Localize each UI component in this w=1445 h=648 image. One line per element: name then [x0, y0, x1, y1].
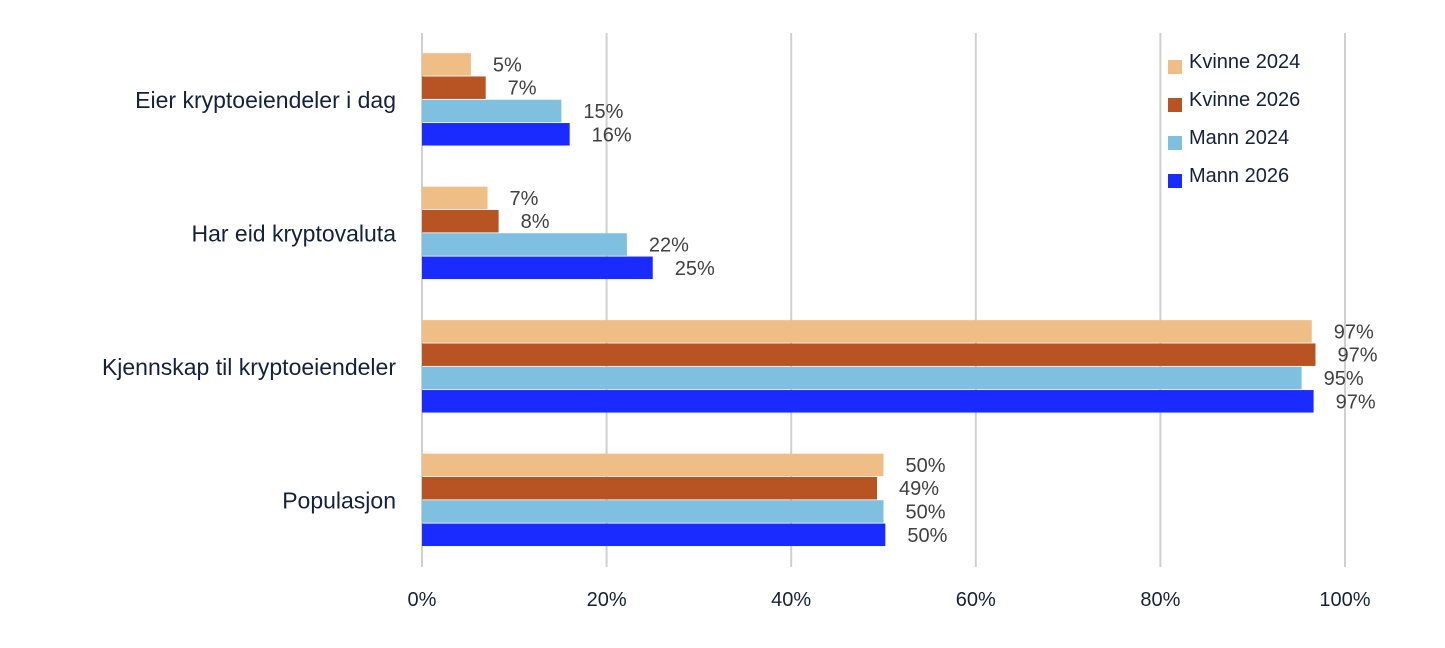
bar-2-3	[422, 390, 1314, 413]
x-tick-label-0: 0%	[408, 589, 437, 611]
legend-label-1: Kvinne 2026	[1189, 89, 1300, 111]
category-label-0: Eier kryptoeiendeler i dag	[135, 87, 396, 113]
bar-3-3	[422, 523, 886, 547]
x-tick-label-3: 60%	[956, 589, 996, 611]
bar-2-0	[422, 320, 1312, 343]
category-label-2: Kjennskap til kryptoeiendeler	[102, 354, 396, 380]
legend-swatch-2	[1168, 136, 1182, 150]
bar-2-2	[422, 366, 1302, 390]
legend-label-3: Mann 2026	[1189, 165, 1289, 187]
bar-2-1	[422, 343, 1316, 366]
legend-swatch-0	[1168, 60, 1182, 74]
legend-label-2: Mann 2024	[1189, 127, 1289, 149]
bar-0-2	[422, 99, 562, 123]
data-label-1-0: 7%	[510, 188, 539, 210]
bar-1-1	[422, 209, 499, 233]
data-label-2-3: 97%	[1336, 391, 1376, 413]
bars	[422, 53, 1316, 547]
legend-swatch-3	[1168, 174, 1182, 188]
data-label-3-3: 50%	[907, 525, 947, 547]
x-tick-label-4: 80%	[1140, 589, 1180, 611]
bar-3-0	[422, 453, 884, 477]
bar-0-1	[422, 76, 486, 99]
data-labels: 5%7%15%16%7%8%22%25%97%97%95%97%50%49%50…	[493, 54, 1378, 546]
category-label-3: Populasjon	[282, 487, 396, 513]
data-label-0-1: 7%	[508, 78, 537, 100]
legend-swatch-1	[1168, 98, 1182, 112]
data-label-1-1: 8%	[521, 211, 550, 233]
data-label-0-2: 15%	[583, 101, 623, 123]
bar-0-0	[422, 53, 471, 76]
data-label-3-0: 50%	[906, 455, 946, 477]
bar-1-3	[422, 256, 653, 280]
bar-0-3	[422, 123, 570, 146]
legend-label-0: Kvinne 2024	[1189, 51, 1300, 73]
category-label-1: Har eid kryptovaluta	[191, 220, 396, 246]
data-label-0-0: 5%	[493, 54, 522, 76]
data-label-0-3: 16%	[592, 124, 632, 146]
x-axis-ticks: 0% 20% 40% 60% 80% 100%	[408, 589, 1371, 611]
category-labels: Eier kryptoeiendeler i dag Har eid krypto…	[102, 87, 396, 514]
data-label-2-2: 95%	[1324, 368, 1364, 390]
x-tick-label-5: 100%	[1319, 589, 1370, 611]
data-label-2-1: 97%	[1337, 345, 1377, 367]
legend: Kvinne 2024 Kvinne 2026 Mann 2024 Mann 2026	[1168, 51, 1300, 188]
data-label-1-2: 22%	[649, 235, 689, 257]
x-tick-label-1: 20%	[587, 589, 627, 611]
data-label-3-2: 50%	[906, 502, 946, 524]
data-label-3-1: 49%	[899, 478, 939, 500]
data-label-1-3: 25%	[675, 258, 715, 280]
bar-1-0	[422, 186, 488, 210]
bar-3-1	[422, 476, 878, 500]
x-tick-label-2: 40%	[771, 589, 811, 611]
bar-1-2	[422, 233, 627, 256]
data-label-2-0: 97%	[1334, 321, 1374, 343]
bar-3-2	[422, 500, 884, 523]
